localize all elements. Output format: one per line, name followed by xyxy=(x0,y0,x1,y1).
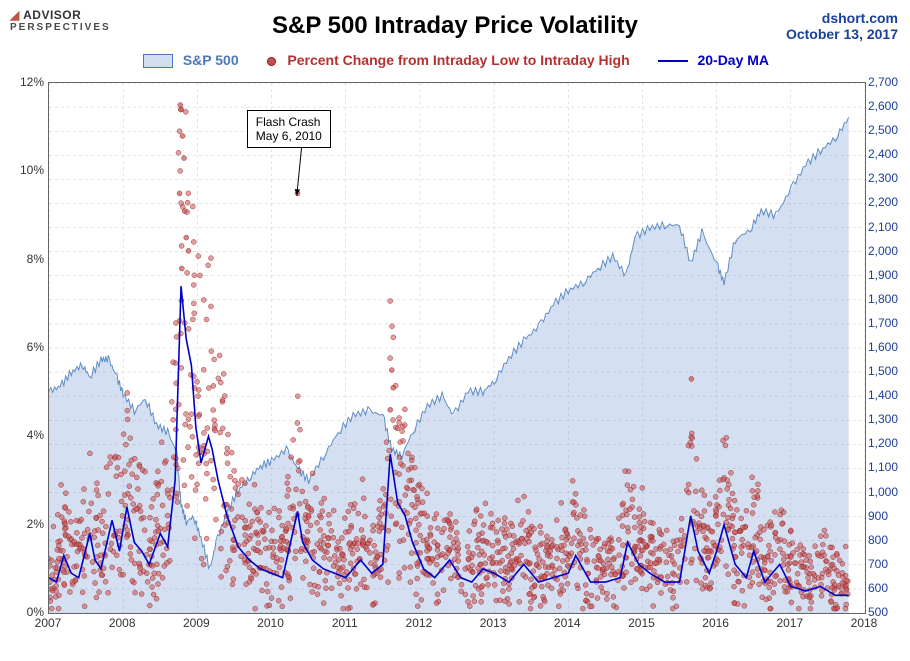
x-tick: 2016 xyxy=(691,616,741,630)
x-tick: 2012 xyxy=(394,616,444,630)
x-tick: 2018 xyxy=(839,616,889,630)
y-right-tick: 700 xyxy=(868,557,908,571)
y-right-tick: 800 xyxy=(868,533,908,547)
y-right-tick: 2,200 xyxy=(868,195,908,209)
chart-container: ◢ ADVISOR PERSPECTIVES S&P 500 Intraday … xyxy=(0,0,910,661)
y-left-tick: 6% xyxy=(4,340,44,354)
y-right-tick: 2,500 xyxy=(868,123,908,137)
y-left-tick: 4% xyxy=(4,428,44,442)
x-tick: 2013 xyxy=(468,616,518,630)
credit-date: October 13, 2017 xyxy=(786,26,898,42)
x-tick: 2014 xyxy=(542,616,592,630)
legend-marker-scatter xyxy=(267,57,276,66)
y-right-tick: 1,600 xyxy=(868,340,908,354)
y-left-tick: 8% xyxy=(4,252,44,266)
source-credit: dshort.com October 13, 2017 xyxy=(786,10,898,42)
y-right-tick: 1,200 xyxy=(868,436,908,450)
x-tick: 2017 xyxy=(765,616,815,630)
callout-line1: Flash Crash xyxy=(256,115,322,129)
y-right-tick: 1,700 xyxy=(868,316,908,330)
y-right-tick: 600 xyxy=(868,581,908,595)
credit-site: dshort.com xyxy=(786,10,898,26)
y-left-tick: 2% xyxy=(4,517,44,531)
legend-swatch-sp500 xyxy=(143,54,173,68)
y-right-tick: 2,100 xyxy=(868,220,908,234)
legend-marker-ma xyxy=(658,60,688,62)
legend-label-ma: 20-Day MA xyxy=(697,52,769,68)
y-right-tick: 2,600 xyxy=(868,99,908,113)
x-tick: 2008 xyxy=(97,616,147,630)
y-right-tick: 1,400 xyxy=(868,388,908,402)
plot-area xyxy=(48,82,866,614)
x-tick: 2009 xyxy=(171,616,221,630)
y-right-tick: 1,900 xyxy=(868,268,908,282)
legend-label-sp500: S&P 500 xyxy=(183,52,239,68)
plot-svg xyxy=(49,83,865,613)
y-left-tick: 10% xyxy=(4,163,44,177)
y-right-tick: 1,100 xyxy=(868,460,908,474)
x-tick: 2011 xyxy=(320,616,370,630)
flash-crash-callout: Flash Crash May 6, 2010 xyxy=(247,110,331,148)
y-left-tick: 12% xyxy=(4,75,44,89)
y-right-tick: 900 xyxy=(868,509,908,523)
x-tick: 2015 xyxy=(616,616,666,630)
y-right-tick: 1,300 xyxy=(868,412,908,426)
y-right-tick: 2,300 xyxy=(868,171,908,185)
y-right-tick: 2,000 xyxy=(868,244,908,258)
y-right-tick: 1,800 xyxy=(868,292,908,306)
chart-title: S&P 500 Intraday Price Volatility xyxy=(0,12,910,40)
chart-legend: S&P 500 Percent Change from Intraday Low… xyxy=(0,52,910,68)
x-tick: 2007 xyxy=(23,616,73,630)
y-right-tick: 1,500 xyxy=(868,364,908,378)
y-right-tick: 2,400 xyxy=(868,147,908,161)
y-right-tick: 2,700 xyxy=(868,75,908,89)
legend-label-pct: Percent Change from Intraday Low to Intr… xyxy=(287,52,629,68)
y-right-tick: 1,000 xyxy=(868,485,908,499)
callout-line2: May 6, 2010 xyxy=(256,129,322,143)
x-tick: 2010 xyxy=(246,616,296,630)
